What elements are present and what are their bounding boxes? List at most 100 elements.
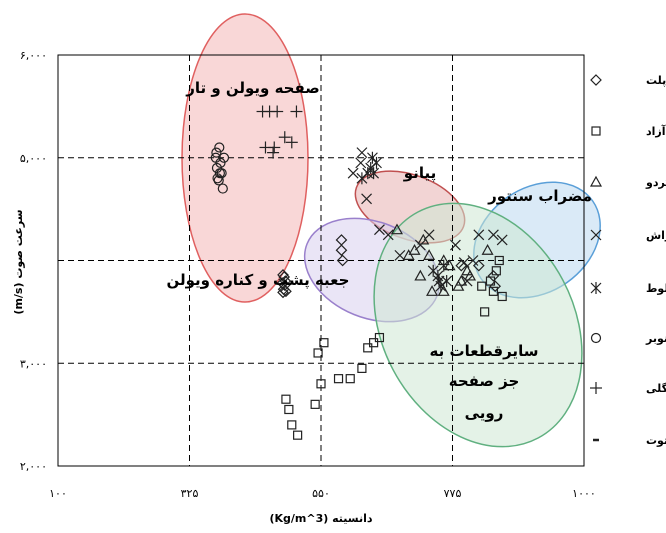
data-point-x [361,193,373,205]
data-point-square [333,374,344,384]
data-point-diamond [277,269,289,281]
data-point-triangle [461,264,474,276]
region-label-5-line-2: جز صفحه [449,372,520,390]
data-point-diamond [335,244,348,257]
data-point-asterisk [371,156,382,169]
data-point-square [345,374,355,384]
region-label-5-line-1: سایرقطعات به [430,342,539,360]
legend-marker-asterisk [590,282,602,294]
legend-marker-x [590,229,602,241]
data-point-x [423,229,435,241]
legend: افرا پلت آزاد گردو راش بلوط صنوبر کاج جنگلی توت [589,74,666,447]
data-point-asterisk [368,167,380,180]
legend-marker-triangle [589,175,603,187]
data-point-plus [290,105,303,118]
data-point-circle [217,183,228,194]
data-point-circle [214,168,225,179]
x-tick-label: ۷۷۵ [444,487,462,500]
x-tick-label: ۱۰۰ [49,487,67,500]
data-point-square [480,307,490,317]
region-label-4: جعبه پشت و کناره ویولن [167,271,350,290]
data-point-x [487,229,499,241]
data-point-diamond [455,259,468,272]
data-point-triangle [443,259,456,271]
data-point-x [467,255,479,266]
points-layer [210,105,508,440]
region-label-2: پیانو [403,164,436,183]
data-point-square [281,394,291,404]
data-point-square [293,430,303,440]
legend-label: آزاد [646,124,666,138]
x-tick-label: ۱۰۰۰ [572,487,596,500]
region-label-5-line-3: رویی [465,404,504,422]
data-point-plus [267,146,280,159]
data-point-diamond [336,254,349,267]
data-point-triangle [414,269,427,281]
data-point-circle [214,142,225,153]
y-tick-label: ۶,۰۰۰ [20,49,47,62]
legend-marker-diamond [590,74,602,86]
y-tick-label: ۲,۰۰۰ [20,460,47,473]
data-point-circle [218,152,230,163]
ticks-layer: ۱۰۰ ۳۲۵ ۵۵۰ ۷۷۵ ۱۰۰۰ ۲,۰۰۰ ۳,۰۰۰ ۵,۰۰۰ ۶,۰۰۰ [20,49,596,500]
data-point-triangle [455,274,468,286]
data-point-diamond [277,286,289,299]
data-point-square [494,255,504,266]
x-tick-label: ۳۲۵ [181,487,199,500]
plot-area-frame [57,54,585,467]
data-point-plus [268,141,281,154]
data-point-square [485,276,496,286]
data-point-triangle [390,223,403,235]
data-point-triangle [417,233,430,245]
x-tick-label: ۵۵۰ [312,487,330,500]
data-point-x [473,229,485,241]
region-label-3: مضراب سنتور [487,187,592,205]
region-labels-layer: صفحه ویولن و تار پیانو مضراب سنتور جعبه پشت… [167,79,592,422]
data-point-x [449,239,461,251]
data-point-x [414,239,426,251]
data-point-square [491,266,501,276]
data-point-square [287,420,297,430]
y-tick-label: ۳,۰۰۰ [20,357,47,370]
data-point-diamond [280,285,292,298]
data-point-plus [285,136,298,149]
data-point-square [488,286,499,296]
data-point-triangle [452,279,465,291]
legend-label: کاج جنگلی [646,382,666,396]
data-point-square [319,338,329,348]
data-point-plus [271,105,284,118]
data-point-asterisk [367,151,378,164]
data-point-circle [215,157,226,168]
data-point-triangle [464,269,477,281]
legend-marker-circle [590,332,602,344]
legend-marker-plus [590,382,602,394]
region-label-1: صفحه ویولن و تار [185,79,320,97]
legend-marker-square [591,126,601,136]
data-point-diamond [278,279,291,292]
data-point-square [310,399,320,409]
legend-label: گردو [645,176,666,189]
data-point-x [461,275,473,287]
data-point-square [313,348,323,358]
data-point-square [284,404,294,415]
legend-label: توت [646,434,666,447]
data-point-x [374,224,385,236]
data-point-x [458,257,470,268]
data-point-asterisk [441,275,453,288]
data-point-square [374,332,385,343]
legend-label: راش [646,229,666,242]
data-point-x [356,147,368,159]
data-point-triangle [481,243,494,255]
legend-label: افرا پلت [646,74,666,87]
region-ellipse-5 [373,202,583,448]
data-point-x [355,157,367,169]
y-tick-label: ۵,۰۰۰ [20,152,47,165]
data-point-diamond [278,271,291,283]
x-axis-label: دانسیته (Kg/m^3) [269,512,372,525]
data-point-plus [278,131,291,144]
legend-label: بلوط [646,282,666,295]
data-point-triangle [423,249,436,260]
data-point-triangle [408,243,421,255]
data-point-square [369,338,379,348]
